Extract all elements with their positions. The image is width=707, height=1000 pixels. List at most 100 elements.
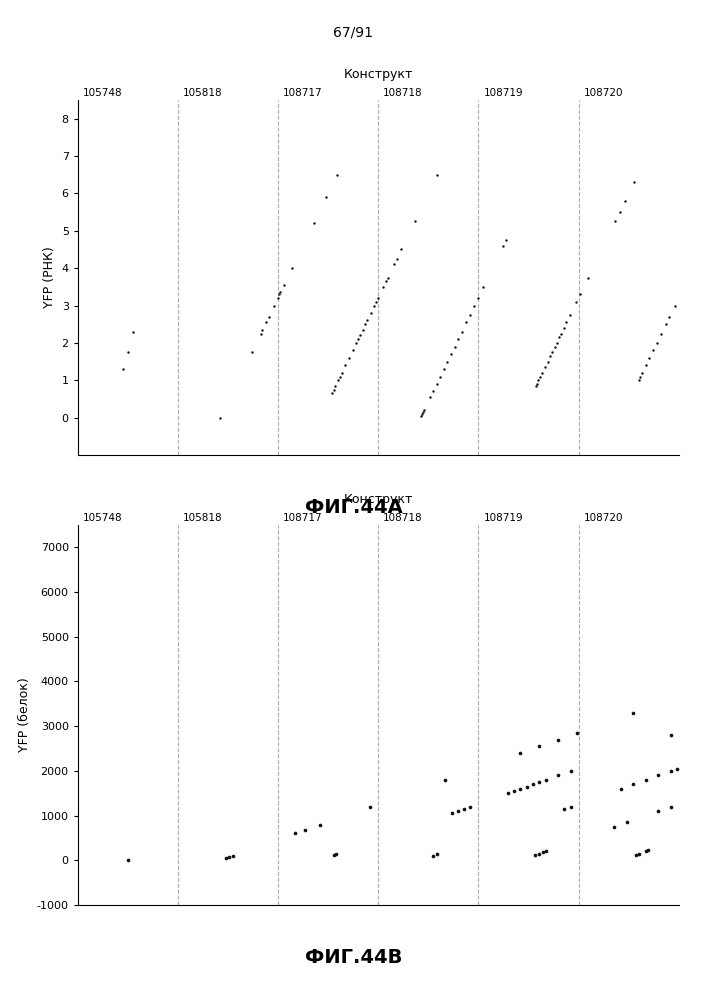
Point xyxy=(684,756,695,772)
Point xyxy=(643,842,654,858)
Point xyxy=(551,335,562,351)
Point xyxy=(653,803,664,819)
Text: ФИГ.44В: ФИГ.44В xyxy=(305,948,402,967)
Text: 105748: 105748 xyxy=(83,513,122,523)
Point xyxy=(640,772,651,788)
Point xyxy=(635,369,646,385)
Point xyxy=(539,359,551,375)
Point xyxy=(561,314,572,330)
Point xyxy=(368,298,380,314)
Text: ФИГ.44А: ФИГ.44А xyxy=(305,498,402,517)
Point xyxy=(382,269,393,286)
Point xyxy=(431,376,442,392)
Point xyxy=(458,801,469,817)
Point xyxy=(640,843,651,859)
Point xyxy=(360,316,371,332)
Y-axis label: YFP (РНК): YFP (РНК) xyxy=(43,247,56,308)
Point xyxy=(275,284,286,300)
Point xyxy=(380,273,392,289)
Point xyxy=(644,350,655,366)
Point xyxy=(664,309,675,325)
Point xyxy=(552,767,563,783)
Point xyxy=(263,309,274,325)
Point xyxy=(552,732,563,748)
Point xyxy=(564,307,575,323)
Point xyxy=(330,378,341,394)
Point xyxy=(502,785,513,801)
Point xyxy=(370,294,382,310)
Point xyxy=(336,365,347,381)
Point xyxy=(461,314,472,330)
Text: 108718: 108718 xyxy=(383,88,423,98)
Point xyxy=(469,298,480,314)
Point xyxy=(122,344,134,360)
Point xyxy=(427,383,438,399)
Point xyxy=(452,803,464,819)
Point xyxy=(540,772,551,788)
Point xyxy=(653,767,664,783)
Point xyxy=(127,324,139,340)
Point xyxy=(464,307,476,323)
Point xyxy=(446,805,457,821)
Point xyxy=(544,348,556,364)
Point xyxy=(372,290,383,306)
Point xyxy=(531,376,542,392)
Text: 67/91: 67/91 xyxy=(334,25,373,39)
Y-axis label: YFP (белок): YFP (белок) xyxy=(18,678,31,752)
Point xyxy=(332,167,343,183)
Point xyxy=(515,745,526,761)
Point xyxy=(534,369,546,385)
Point xyxy=(619,193,631,209)
Point xyxy=(442,354,453,370)
Point xyxy=(530,847,541,863)
Point xyxy=(269,298,280,314)
Point xyxy=(633,372,644,388)
Point xyxy=(388,256,399,272)
Point xyxy=(440,772,451,788)
Text: 105748: 105748 xyxy=(83,88,122,98)
Point xyxy=(537,844,549,860)
Point xyxy=(255,326,267,342)
Point xyxy=(677,758,689,774)
Text: 108720: 108720 xyxy=(583,513,623,523)
Text: 105818: 105818 xyxy=(183,513,223,523)
Point xyxy=(629,174,640,190)
Point xyxy=(669,298,680,314)
Point xyxy=(279,277,290,293)
Point xyxy=(533,372,544,388)
Point xyxy=(396,241,407,257)
Point xyxy=(431,846,443,862)
Point xyxy=(300,822,311,838)
Point xyxy=(472,290,484,306)
Point xyxy=(609,819,620,835)
Point xyxy=(690,754,701,770)
Point xyxy=(540,843,551,859)
Point xyxy=(498,238,509,254)
Point xyxy=(340,357,351,373)
Point xyxy=(537,365,548,381)
Point xyxy=(633,846,645,862)
Point xyxy=(328,382,339,398)
Point xyxy=(549,339,561,355)
Point xyxy=(416,406,428,422)
Point xyxy=(354,327,366,343)
Point xyxy=(391,251,402,267)
Point xyxy=(547,344,558,360)
Point xyxy=(515,781,526,797)
Point xyxy=(425,389,436,405)
Point xyxy=(321,189,332,205)
Point xyxy=(571,294,582,310)
Point xyxy=(419,402,430,418)
Point xyxy=(636,365,648,381)
Point xyxy=(334,369,346,385)
Text: 108719: 108719 xyxy=(484,513,523,523)
Point xyxy=(534,846,545,862)
Point xyxy=(609,213,621,229)
Point xyxy=(628,776,639,792)
Point xyxy=(614,204,625,220)
Point xyxy=(559,801,570,817)
Point xyxy=(696,752,707,768)
Point xyxy=(655,326,667,342)
Point xyxy=(308,215,320,231)
Point xyxy=(289,825,300,841)
